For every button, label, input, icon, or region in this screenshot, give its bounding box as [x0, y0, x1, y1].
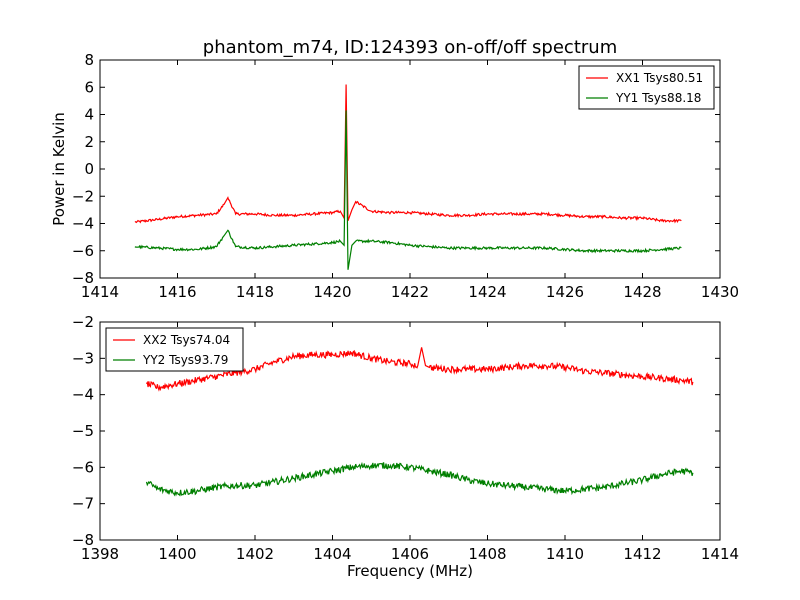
- y-tick-label: −6: [72, 242, 94, 260]
- x-tick-label: 1416: [158, 283, 196, 301]
- x-tick-label: 1398: [81, 545, 119, 563]
- series-line-xx2: [145, 347, 694, 392]
- legend-box: [105, 327, 244, 372]
- series-line-yy1: [134, 110, 682, 270]
- legend-label: YY2 Tsys93.79: [142, 353, 228, 367]
- x-axis-label: Frequency (MHz): [347, 562, 473, 580]
- x-tick-label: 1412: [623, 545, 661, 563]
- x-tick-label: 1410: [546, 545, 584, 563]
- y-tick-label: −6: [72, 458, 94, 476]
- y-tick-label: 0: [84, 160, 94, 178]
- x-tick-label: 1404: [313, 545, 351, 563]
- series-line-xx1: [134, 84, 682, 224]
- y-axis-label: Power in Kelvin: [50, 112, 68, 226]
- y-tick-label: 4: [84, 106, 94, 124]
- y-tick-label: −4: [72, 386, 94, 404]
- x-tick-label: 1428: [623, 283, 661, 301]
- top-panel: 1414 1416 1418 1420 1422 1424 1426 1428 1430 −8 −6…: [50, 51, 739, 301]
- x-tick-label: 1414: [81, 283, 119, 301]
- chart-title: phantom_m74, ID:124393 on-off/off spectr…: [203, 37, 617, 58]
- y-tick-label: 2: [84, 133, 94, 151]
- x-tick-label: 1402: [236, 545, 274, 563]
- legend-label: XX1 Tsys80.51: [616, 71, 703, 85]
- x-tick-label: 1426: [546, 283, 584, 301]
- y-tick-label: −4: [72, 215, 94, 233]
- x-tick-label: 1408: [468, 545, 506, 563]
- y-tick-label: 8: [84, 51, 94, 69]
- y-tick-label: −2: [72, 313, 94, 331]
- legend: XX2 Tsys74.04 YY2 Tsys93.79: [105, 327, 244, 372]
- x-tick-label: 1414: [701, 545, 739, 563]
- bottom-panel: 1398 1400 1402 1404 1406 1408 1410 1412 1414 −8 −7…: [72, 313, 739, 580]
- y-tick-label: −8: [72, 269, 94, 287]
- legend-label: XX2 Tsys74.04: [143, 333, 230, 347]
- series-line-yy2: [145, 461, 694, 497]
- x-tick-label: 1430: [701, 283, 739, 301]
- y-tick-label: 6: [84, 78, 94, 96]
- legend-box: [578, 65, 715, 110]
- y-tick-label: −7: [72, 495, 94, 513]
- x-tick-label: 1424: [468, 283, 506, 301]
- x-tick-label: 1400: [158, 545, 196, 563]
- x-tick-label: 1420: [313, 283, 351, 301]
- y-tick-label: −2: [72, 187, 94, 205]
- y-tick-label: −8: [72, 531, 94, 549]
- legend-label: YY1 Tsys88.18: [615, 91, 701, 105]
- y-tick-label: −5: [72, 422, 94, 440]
- y-tick-label: −3: [72, 349, 94, 367]
- x-tick-label: 1418: [236, 283, 274, 301]
- x-tick-label: 1422: [391, 283, 429, 301]
- x-tick-label: 1406: [391, 545, 429, 563]
- legend: XX1 Tsys80.51 YY1 Tsys88.18: [578, 65, 715, 110]
